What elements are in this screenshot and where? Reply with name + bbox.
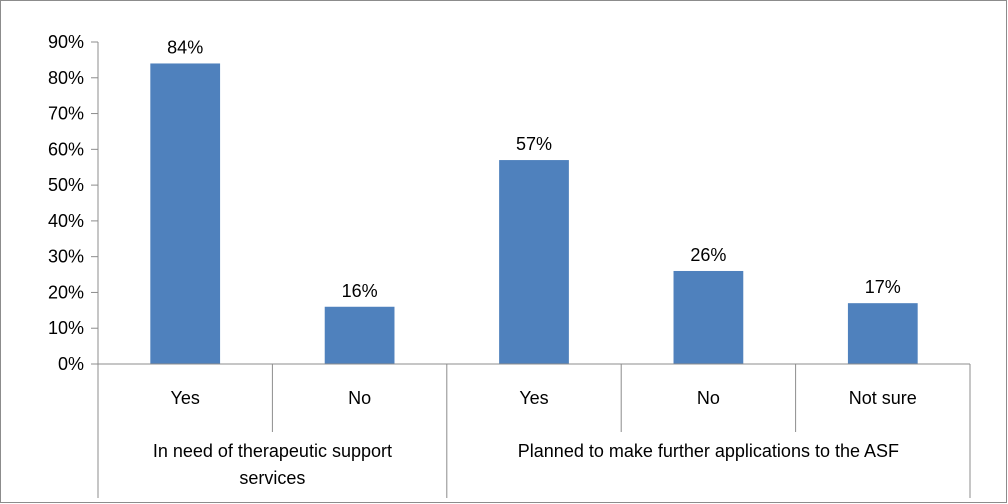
data-label: 57% xyxy=(516,134,552,154)
y-tick-label: 10% xyxy=(48,318,84,338)
y-tick-label: 70% xyxy=(48,104,84,124)
x-category-label: Yes xyxy=(519,388,548,408)
x-category-label: Not sure xyxy=(849,388,917,408)
data-label: 84% xyxy=(167,37,203,57)
x-group-label: Planned to make further applications to … xyxy=(518,441,899,461)
x-category-label: Yes xyxy=(171,388,200,408)
y-tick-label: 60% xyxy=(48,139,84,159)
x-category-label: No xyxy=(348,388,371,408)
bar xyxy=(324,306,395,364)
bar xyxy=(673,270,744,364)
y-tick-label: 90% xyxy=(48,32,84,52)
x-group-label: services xyxy=(239,468,305,488)
x-axis: Yes No Yes No Not sure In need of therapeutic… xyxy=(97,363,971,498)
y-tick-label: 50% xyxy=(48,175,84,195)
x-group-label: In need of therapeutic support xyxy=(153,441,392,461)
y-tick-label: 20% xyxy=(48,282,84,302)
y-axis: 0% 10% 20% 30% 40% 50% 60% 70% 80% 90% xyxy=(48,32,99,374)
data-labels: 84% 16% 57% 26% 17% xyxy=(167,37,901,300)
y-tick-label: 80% xyxy=(48,68,84,88)
y-tick-label: 0% xyxy=(58,354,84,374)
bar xyxy=(150,63,221,364)
bars xyxy=(150,63,918,364)
x-category-label: No xyxy=(697,388,720,408)
data-label: 17% xyxy=(865,277,901,297)
y-tick-label: 40% xyxy=(48,211,84,231)
y-tick-label: 30% xyxy=(48,247,84,267)
data-label: 26% xyxy=(690,245,726,265)
bar xyxy=(847,303,918,364)
bar xyxy=(499,160,569,364)
data-label: 16% xyxy=(342,281,378,301)
